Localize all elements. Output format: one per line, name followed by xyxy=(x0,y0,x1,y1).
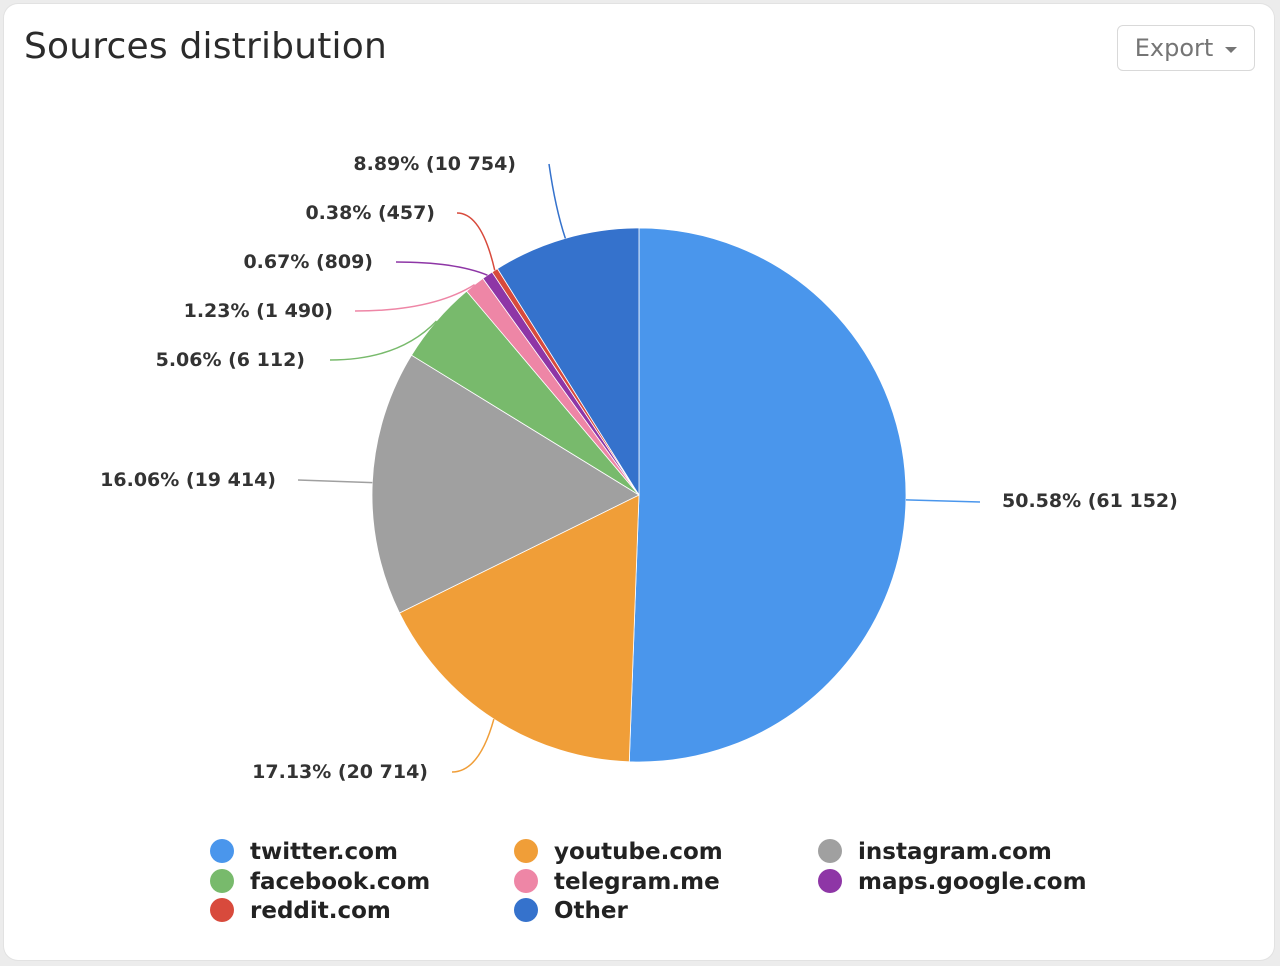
legend-item[interactable]: youtube.com xyxy=(514,839,723,865)
legend-item[interactable]: reddit.com xyxy=(210,898,391,924)
legend-swatch xyxy=(818,869,842,893)
legend-item[interactable]: telegram.me xyxy=(514,869,720,895)
legend-swatch xyxy=(514,839,538,863)
leader-line xyxy=(297,479,373,484)
legend-swatch xyxy=(210,898,234,922)
data-label: 17.13% (20 714) xyxy=(252,761,428,783)
chart-title: Sources distribution xyxy=(24,26,387,67)
data-label: 8.89% (10 754) xyxy=(353,153,516,175)
legend-label: twitter.com xyxy=(250,839,398,865)
legend-item[interactable]: Other xyxy=(514,898,629,924)
leader-line xyxy=(905,499,981,503)
legend-item[interactable]: facebook.com xyxy=(210,869,430,895)
legend-swatch xyxy=(210,869,234,893)
pie-slice-twitter-com[interactable] xyxy=(628,227,907,763)
export-button[interactable]: Export xyxy=(1117,25,1255,71)
legend-item[interactable]: twitter.com xyxy=(210,839,398,865)
legend-item[interactable]: maps.google.com xyxy=(818,869,1087,895)
legend-label: telegram.me xyxy=(554,869,720,895)
legend-label: facebook.com xyxy=(250,869,430,895)
legend-swatch xyxy=(818,839,842,863)
legend-label: reddit.com xyxy=(250,898,391,924)
data-label: 5.06% (6 112) xyxy=(156,349,305,371)
leader-line xyxy=(354,283,475,312)
leader-line xyxy=(329,320,438,361)
leader-line xyxy=(548,163,567,239)
leader-line xyxy=(456,212,496,271)
legend-swatch xyxy=(210,839,234,863)
leader-line xyxy=(451,718,495,773)
legend-label: Other xyxy=(554,898,629,924)
caret-down-icon xyxy=(1225,46,1238,53)
pie-slice-other[interactable] xyxy=(496,227,640,497)
data-label: 0.38% (457) xyxy=(305,202,435,224)
legend-label: youtube.com xyxy=(554,839,723,865)
data-label: 1.23% (1 490) xyxy=(184,300,333,322)
legend-swatch xyxy=(514,869,538,893)
legend-item[interactable]: instagram.com xyxy=(818,839,1052,865)
data-label: 16.06% (19 414) xyxy=(100,469,276,491)
pie-slice-youtube-com[interactable] xyxy=(398,494,640,763)
export-button-label: Export xyxy=(1134,34,1214,62)
legend-label: instagram.com xyxy=(858,839,1052,865)
legend: twitter.com youtube.com instagram.com faceb… xyxy=(210,839,1087,924)
pie-slice-instagram-com[interactable] xyxy=(371,354,640,614)
legend-swatch xyxy=(514,898,538,922)
data-label: 0.67% (809) xyxy=(243,251,373,273)
pie-labels: 50.58% (61 152) 17.13% (20 714) 16.06% (19… xyxy=(100,153,1178,783)
pie-slices xyxy=(371,227,907,763)
data-label: 50.58% (61 152) xyxy=(1002,490,1178,512)
leader-line xyxy=(395,261,488,276)
legend-label: maps.google.com xyxy=(858,869,1087,895)
